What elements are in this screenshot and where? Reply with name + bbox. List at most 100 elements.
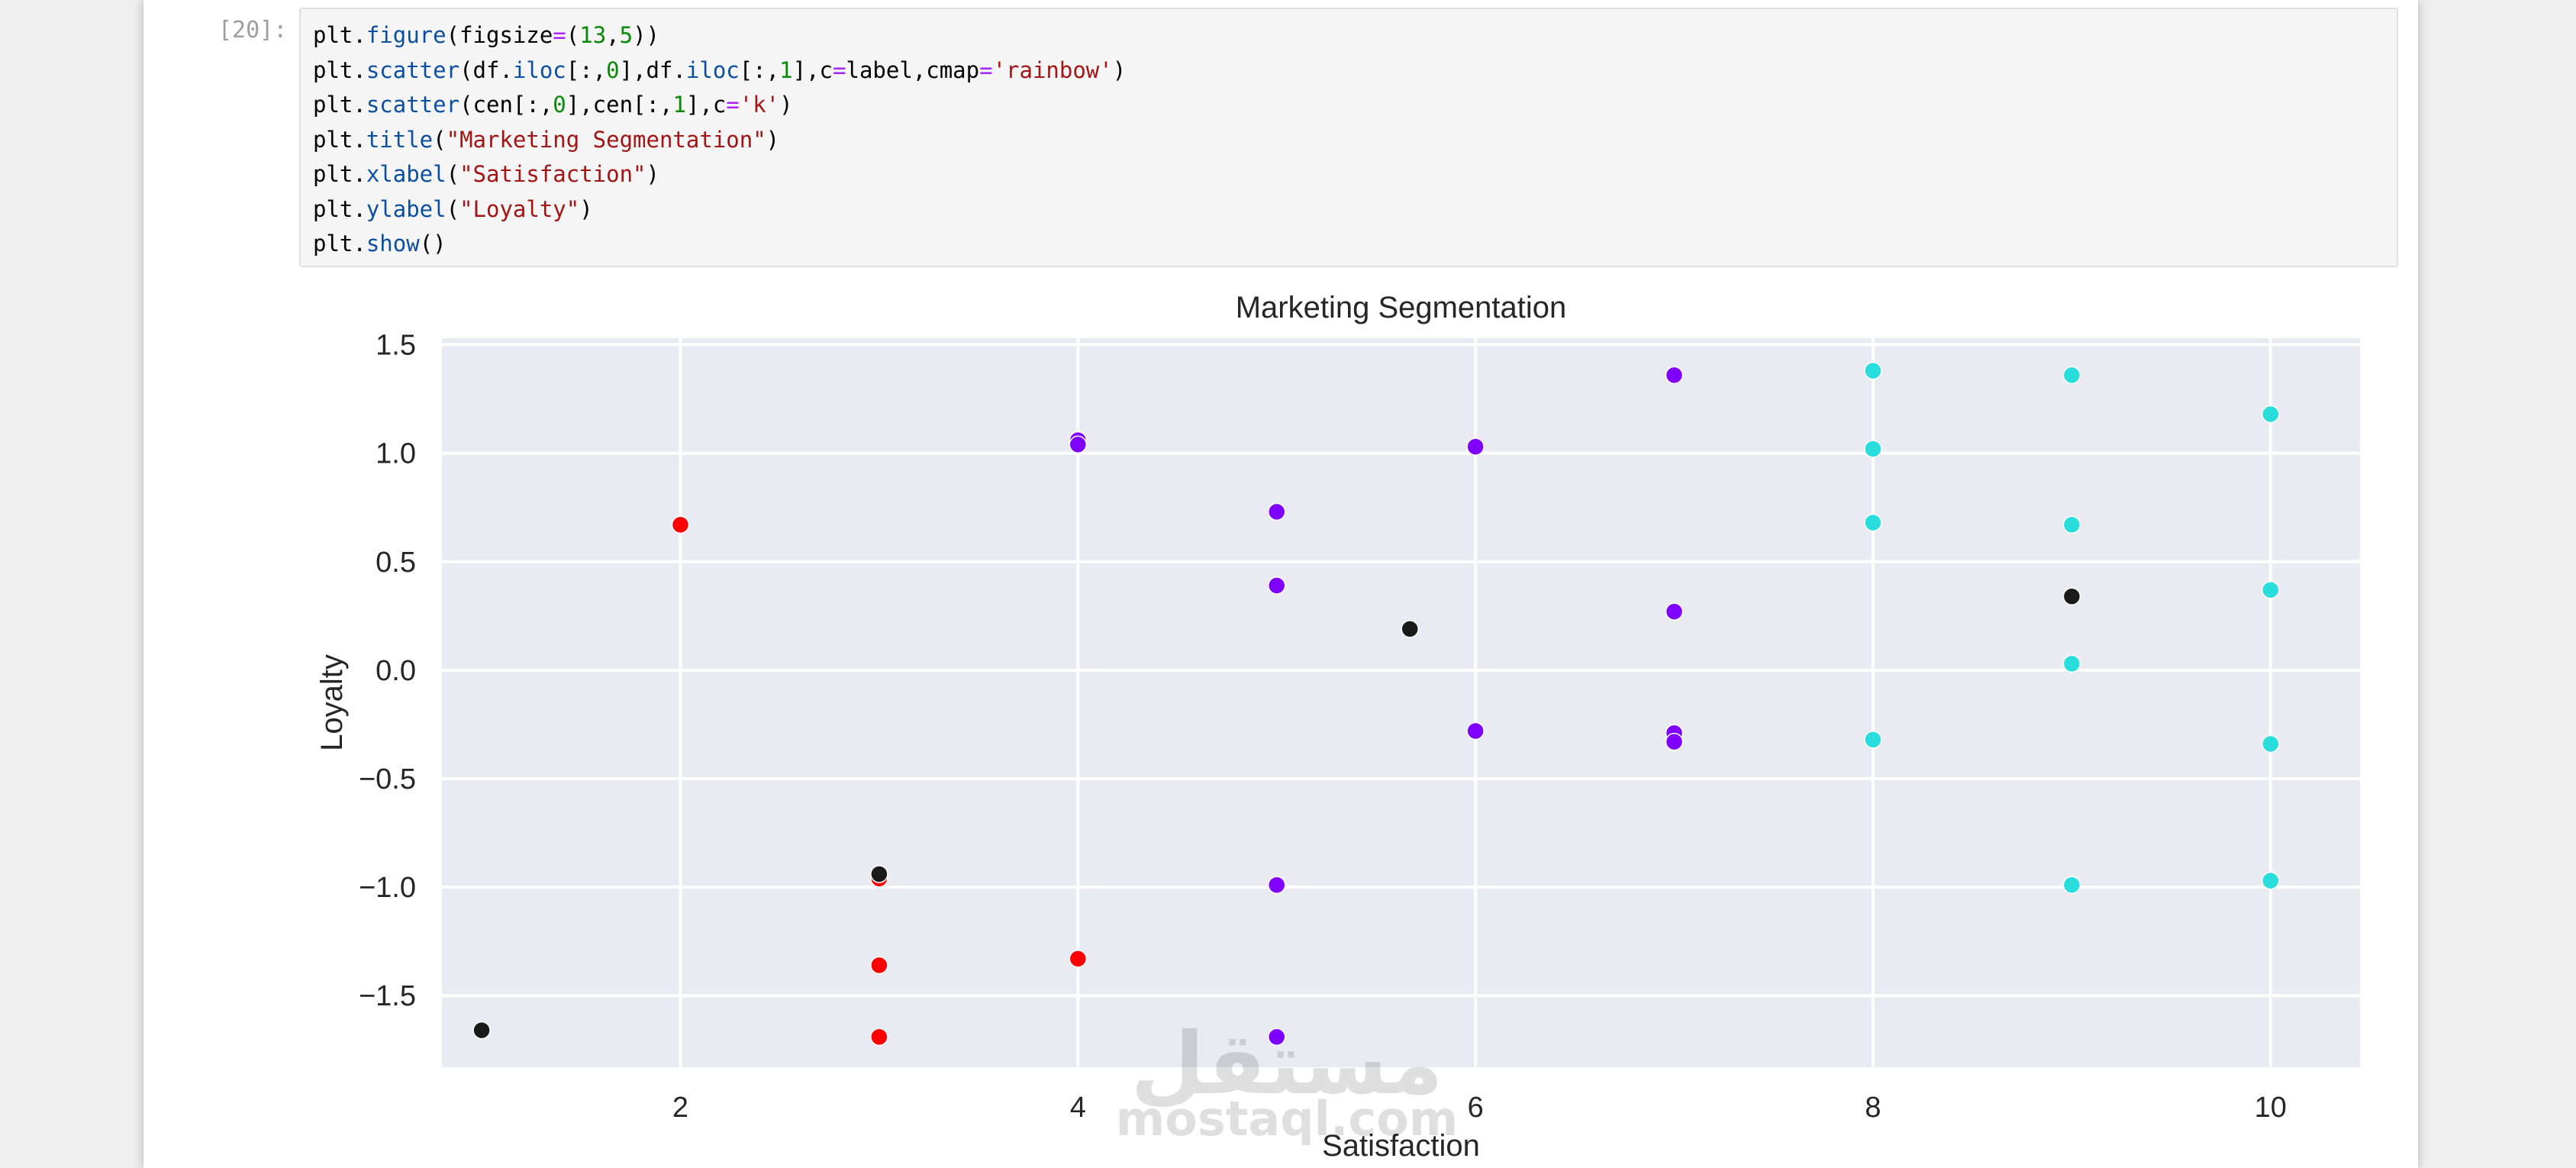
code-token: () bbox=[419, 231, 447, 257]
code-line: plt.scatter(df.iloc[:,0],df.iloc[:,1],c=… bbox=[313, 53, 1126, 89]
code-token: 'k' bbox=[739, 92, 780, 118]
data-point bbox=[1069, 950, 1088, 968]
code-token: ) bbox=[779, 92, 793, 118]
data-point bbox=[1466, 721, 1485, 740]
code-token: xlabel bbox=[366, 161, 447, 187]
code-line: plt.show() bbox=[313, 227, 1126, 262]
code-editor[interactable]: plt.figure(figsize=(13,5)) plt.scatter(df… bbox=[313, 18, 1126, 262]
data-point bbox=[870, 1028, 888, 1046]
data-point bbox=[1267, 502, 1286, 521]
data-point bbox=[1267, 1028, 1286, 1046]
code-cell[interactable]: plt.figure(figsize=(13,5)) plt.scatter(df… bbox=[299, 8, 2398, 267]
y-tick-label: 0.5 bbox=[376, 547, 416, 579]
code-token: 0 bbox=[553, 92, 566, 118]
code-token: = bbox=[979, 56, 993, 83]
code-token: ( bbox=[446, 195, 460, 222]
code-token: ],c bbox=[685, 92, 727, 118]
code-token: (cen[:, bbox=[459, 92, 553, 118]
code-token: 1 bbox=[672, 92, 686, 118]
code-token: )) bbox=[633, 22, 660, 48]
data-point bbox=[1665, 602, 1684, 621]
code-line: plt.ylabel("Loyalty") bbox=[313, 192, 1126, 227]
code-line: plt.xlabel("Satisfaction") bbox=[313, 157, 1126, 192]
code-token: = bbox=[553, 22, 566, 48]
gridlines bbox=[442, 338, 2360, 1067]
x-tick-label: 4 bbox=[1070, 1092, 1086, 1124]
code-token: [:, bbox=[566, 56, 607, 83]
code-token: ( bbox=[446, 161, 460, 187]
data-point bbox=[870, 865, 888, 883]
cell-prompt: [20]: bbox=[218, 17, 288, 44]
data-point bbox=[1401, 620, 1419, 638]
code-token: plt. bbox=[313, 56, 366, 83]
data-point bbox=[1665, 732, 1684, 751]
data-point bbox=[671, 515, 690, 534]
data-point bbox=[472, 1021, 491, 1040]
data-point bbox=[1665, 366, 1684, 385]
y-tick-label: −1.0 bbox=[359, 872, 416, 904]
code-token: plt. bbox=[313, 231, 366, 257]
plot-area bbox=[442, 338, 2360, 1067]
code-token: 'rainbow' bbox=[992, 56, 1113, 83]
y-tick-label: 1.5 bbox=[376, 330, 416, 362]
code-token: iloc bbox=[685, 56, 740, 83]
data-point bbox=[2262, 405, 2280, 424]
code-token: ) bbox=[579, 195, 593, 222]
y-tick-label: 1.0 bbox=[376, 438, 416, 470]
data-point bbox=[1466, 437, 1485, 456]
code-token: ( bbox=[433, 126, 447, 153]
data-points bbox=[472, 361, 2280, 1046]
code-token: (figsize bbox=[446, 22, 553, 48]
data-point bbox=[1864, 731, 1882, 749]
data-point bbox=[2262, 580, 2280, 599]
code-token: scatter bbox=[366, 56, 460, 83]
data-point bbox=[1864, 513, 1882, 532]
data-point bbox=[870, 956, 888, 975]
data-point bbox=[2062, 587, 2081, 605]
code-token: title bbox=[366, 126, 434, 153]
code-token: figure bbox=[366, 22, 447, 48]
code-token: plt. bbox=[313, 195, 366, 222]
data-point bbox=[1864, 361, 1882, 380]
x-axis-label: Satisfaction bbox=[1322, 1129, 1480, 1163]
code-token: ) bbox=[646, 161, 659, 187]
code-token: "Loyalty" bbox=[459, 195, 580, 222]
code-token: plt. bbox=[313, 161, 366, 187]
data-point bbox=[1267, 876, 1286, 894]
code-token: ],c bbox=[792, 56, 833, 83]
y-axis-label: Loyalty bbox=[315, 654, 349, 751]
code-token: "Marketing Segmentation" bbox=[446, 126, 766, 153]
data-point bbox=[1267, 576, 1286, 595]
x-tick-label: 8 bbox=[1865, 1092, 1881, 1124]
code-token: 5 bbox=[619, 22, 634, 48]
code-token: , bbox=[606, 22, 620, 48]
code-token: iloc bbox=[512, 56, 566, 83]
code-token: = bbox=[726, 92, 740, 118]
code-token: [:, bbox=[739, 56, 780, 83]
code-line: plt.scatter(cen[:,0],cen[:,1],c='k') bbox=[313, 88, 1126, 123]
code-token: ylabel bbox=[366, 195, 447, 222]
code-token: (df. bbox=[459, 56, 513, 83]
x-tick-label: 2 bbox=[672, 1092, 688, 1124]
code-token: ( bbox=[566, 22, 580, 48]
data-point bbox=[2062, 366, 2081, 385]
code-token: 1 bbox=[779, 56, 793, 83]
code-token: ) bbox=[1112, 56, 1127, 83]
code-token: 0 bbox=[606, 56, 620, 83]
data-point bbox=[2062, 654, 2081, 673]
code-line: plt.title("Marketing Segmentation") bbox=[313, 123, 1126, 158]
data-point bbox=[2262, 871, 2280, 890]
x-tick-label: 6 bbox=[1468, 1092, 1484, 1124]
code-token: ) bbox=[766, 126, 780, 153]
code-token: scatter bbox=[366, 92, 460, 118]
y-tick-label: −0.5 bbox=[359, 763, 416, 795]
code-line: plt.figure(figsize=(13,5)) bbox=[313, 18, 1126, 53]
code-token: "Satisfaction" bbox=[459, 161, 646, 187]
watermark-latin: mostaql.com bbox=[1116, 1091, 1459, 1147]
y-tick-label: −1.5 bbox=[359, 980, 416, 1012]
data-point bbox=[2062, 876, 2081, 894]
code-token: plt. bbox=[313, 92, 366, 118]
code-token: ],df. bbox=[619, 56, 686, 83]
